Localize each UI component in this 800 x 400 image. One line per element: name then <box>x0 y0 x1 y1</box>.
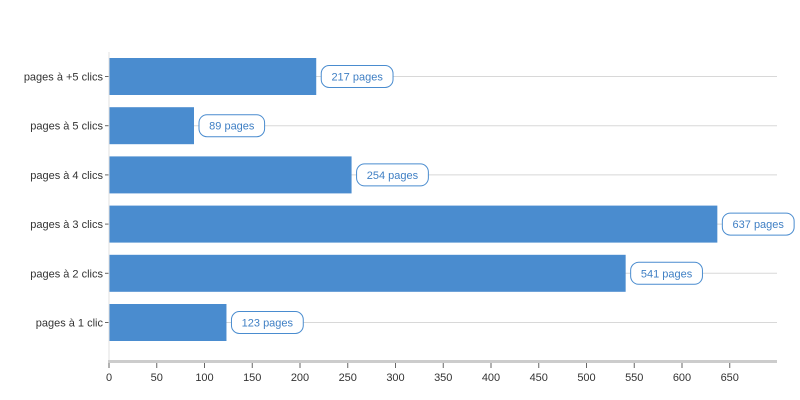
data-label: 637 pages <box>721 212 795 236</box>
x-axis-line <box>108 360 777 363</box>
data-label-box <box>630 261 703 285</box>
data-label-box <box>230 311 304 334</box>
bar-layer <box>109 58 718 341</box>
data-label: 217 pages <box>320 65 394 88</box>
x-tick-label: 0 <box>106 372 112 384</box>
x-tick-label: 300 <box>386 372 404 384</box>
data-label: 254 pages <box>356 163 429 187</box>
data-label-box <box>721 212 795 236</box>
x-tick-label: 200 <box>291 372 309 384</box>
x-tick-label: 500 <box>577 372 595 384</box>
category-label: pages à 3 clics <box>30 219 103 231</box>
data-label: 123 pages <box>230 311 304 334</box>
data-label-text: 217 pages <box>331 72 383 84</box>
x-tick-label: 400 <box>482 372 500 384</box>
bar <box>109 304 227 341</box>
category-label: pages à 4 clics <box>30 170 103 182</box>
category-label: pages à 1 clic <box>36 318 104 330</box>
data-label-box <box>198 114 266 138</box>
category-label: pages à 2 clics <box>30 268 103 280</box>
axis-layer: 0 50 100 150 200 250 300 350 400 450 500 550 600 650 <box>105 52 777 384</box>
bar <box>109 156 352 194</box>
data-label-box <box>356 163 429 187</box>
data-label: 89 pages <box>198 114 266 138</box>
bar <box>109 58 317 95</box>
x-tick-label: 100 <box>195 372 213 384</box>
bar <box>109 107 194 145</box>
label-layer: pages à +5 clics 217 pages pages à 5 clics… <box>24 65 795 334</box>
category-label: pages à 5 clics <box>30 121 103 133</box>
x-tick-label: 650 <box>721 372 739 384</box>
x-tick-label: 150 <box>243 372 261 384</box>
category-label: pages à +5 clics <box>24 72 104 84</box>
data-label: 541 pages <box>630 261 703 285</box>
x-tick-label: 450 <box>530 372 548 384</box>
x-tick-label: 250 <box>339 372 357 384</box>
x-tick-label: 50 <box>151 372 163 384</box>
data-label-text: 541 pages <box>641 268 693 280</box>
bar <box>109 205 718 243</box>
data-label-text: 637 pages <box>733 219 785 231</box>
data-label-text: 89 pages <box>209 121 255 133</box>
x-tick-label: 600 <box>673 372 691 384</box>
data-label-text: 123 pages <box>242 318 294 330</box>
bar <box>109 254 626 292</box>
data-label-text: 254 pages <box>367 170 419 182</box>
x-tick-label: 550 <box>625 372 643 384</box>
x-tick-label: 350 <box>434 372 452 384</box>
data-label-box <box>320 65 394 88</box>
